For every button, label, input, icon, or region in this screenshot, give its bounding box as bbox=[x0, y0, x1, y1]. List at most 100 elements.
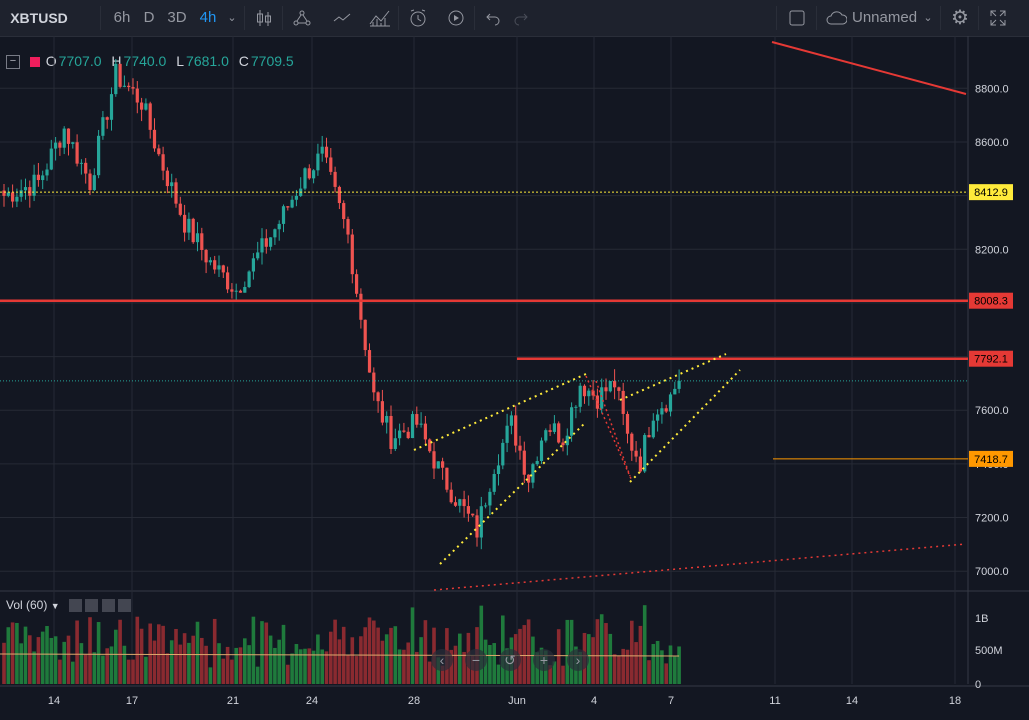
volume-bar bbox=[440, 665, 445, 684]
collapse-icon[interactable]: − bbox=[6, 55, 20, 70]
interval-6h[interactable]: 6h bbox=[113, 9, 131, 26]
volume-bar bbox=[608, 633, 613, 684]
divider bbox=[100, 6, 101, 30]
volume-bar bbox=[135, 616, 140, 684]
candle-body bbox=[251, 258, 255, 272]
candle-body bbox=[557, 423, 561, 443]
candle-body bbox=[62, 128, 66, 148]
candle-body bbox=[432, 451, 436, 469]
candle-body bbox=[41, 175, 45, 181]
volume-bar bbox=[255, 666, 260, 684]
downtrend-line bbox=[771, 41, 967, 95]
volume-bar bbox=[96, 622, 101, 684]
volume-bar bbox=[23, 626, 28, 684]
expand-icon[interactable] bbox=[984, 0, 1012, 36]
volume-bar bbox=[427, 661, 432, 684]
nav-button[interactable] bbox=[499, 649, 521, 671]
nav-button[interactable] bbox=[533, 649, 555, 671]
wedge-line bbox=[413, 373, 587, 451]
candle-body bbox=[178, 203, 182, 215]
volume-bar bbox=[204, 645, 208, 684]
volume-bar bbox=[75, 620, 79, 684]
undo-icon[interactable] bbox=[480, 0, 506, 36]
fullscreen-toggle-icon[interactable] bbox=[784, 0, 810, 36]
symbol-search[interactable]: XBTUSD bbox=[10, 10, 68, 26]
candle-body bbox=[54, 142, 58, 149]
candle-body bbox=[312, 170, 316, 179]
interval-d[interactable]: D bbox=[143, 9, 155, 26]
candle-body bbox=[333, 171, 337, 187]
volume-bar bbox=[612, 654, 617, 684]
candle-body bbox=[595, 395, 599, 409]
interval-4h[interactable]: 4h bbox=[199, 9, 217, 26]
candles-icon[interactable] bbox=[250, 0, 278, 36]
replay-icon[interactable] bbox=[442, 0, 470, 36]
candle-body bbox=[355, 274, 359, 294]
volume-bar bbox=[32, 651, 36, 684]
candle-body bbox=[152, 129, 157, 149]
volume-bar bbox=[367, 617, 372, 684]
nav-button[interactable] bbox=[465, 649, 487, 671]
volume-bar bbox=[668, 645, 673, 684]
ohlc-legend: − O 7707.0 H 7740.0 L 7681.0 C 7709.5 bbox=[6, 52, 296, 70]
redo-icon[interactable] bbox=[508, 0, 534, 36]
candle-body bbox=[157, 148, 161, 155]
candle-body bbox=[307, 168, 311, 179]
volume-bar bbox=[449, 649, 453, 684]
volume-bar bbox=[329, 631, 333, 684]
volume-bar bbox=[556, 629, 561, 684]
chevron-down-icon[interactable]: ⌄ bbox=[227, 12, 237, 24]
candle-body bbox=[58, 142, 62, 148]
chevron-down-icon[interactable]: ⌄ bbox=[923, 12, 933, 24]
candle-body bbox=[651, 420, 655, 438]
low-label: L bbox=[176, 53, 185, 69]
volume-bar bbox=[126, 659, 131, 684]
close-label: C bbox=[238, 53, 249, 69]
volume-bar bbox=[148, 623, 152, 684]
candle-body bbox=[11, 192, 15, 202]
compare-icon[interactable] bbox=[366, 0, 394, 36]
candle-body bbox=[183, 214, 187, 233]
volume-bar bbox=[630, 620, 634, 684]
candle-body bbox=[260, 238, 264, 253]
volume-bar bbox=[114, 629, 118, 684]
price-level-label: 7418.7 bbox=[974, 454, 1008, 466]
candle-body bbox=[673, 388, 677, 395]
cloud-icon[interactable] bbox=[822, 0, 850, 36]
volume-bar bbox=[79, 643, 84, 684]
volume-bar bbox=[212, 618, 217, 684]
time-tick-label: 14 bbox=[48, 695, 60, 707]
interval-3d[interactable]: 3D bbox=[167, 9, 187, 26]
nav-button[interactable] bbox=[431, 649, 453, 671]
volume-bar bbox=[122, 645, 127, 684]
settings-icon[interactable] bbox=[85, 599, 99, 613]
candle-body bbox=[243, 287, 247, 293]
volume-bar bbox=[324, 651, 329, 684]
close-icon[interactable] bbox=[118, 599, 131, 613]
candle-body bbox=[191, 218, 195, 243]
add-icon[interactable] bbox=[101, 599, 115, 613]
volume-bar bbox=[397, 649, 402, 684]
volume-bar bbox=[58, 659, 62, 684]
nav-button[interactable] bbox=[567, 649, 589, 671]
line-icon[interactable] bbox=[328, 0, 356, 36]
chevron-down-icon[interactable]: ▼ bbox=[50, 601, 60, 611]
candle-body bbox=[118, 63, 122, 87]
volume-bar bbox=[144, 656, 148, 684]
price-level-label: 8412.9 bbox=[974, 187, 1008, 199]
alert-icon[interactable] bbox=[404, 0, 432, 36]
candle-body bbox=[324, 146, 329, 158]
candle-body bbox=[656, 414, 660, 421]
gear-icon[interactable]: ⚙ bbox=[951, 7, 969, 29]
volume-bar bbox=[565, 619, 570, 684]
high-value: 7740.0 bbox=[123, 53, 167, 69]
candle-body bbox=[170, 182, 174, 187]
price-chart[interactable]: 7000.07200.07400.07600.07800.08000.08200… bbox=[0, 36, 1029, 720]
layout-name[interactable]: Unnamed bbox=[852, 9, 918, 26]
indicators-icon[interactable] bbox=[288, 0, 316, 36]
settings-icon[interactable] bbox=[68, 599, 82, 613]
candle-body bbox=[453, 502, 458, 506]
volume-bar bbox=[169, 640, 174, 684]
volume-bar bbox=[479, 605, 484, 684]
candle-body bbox=[570, 407, 574, 436]
